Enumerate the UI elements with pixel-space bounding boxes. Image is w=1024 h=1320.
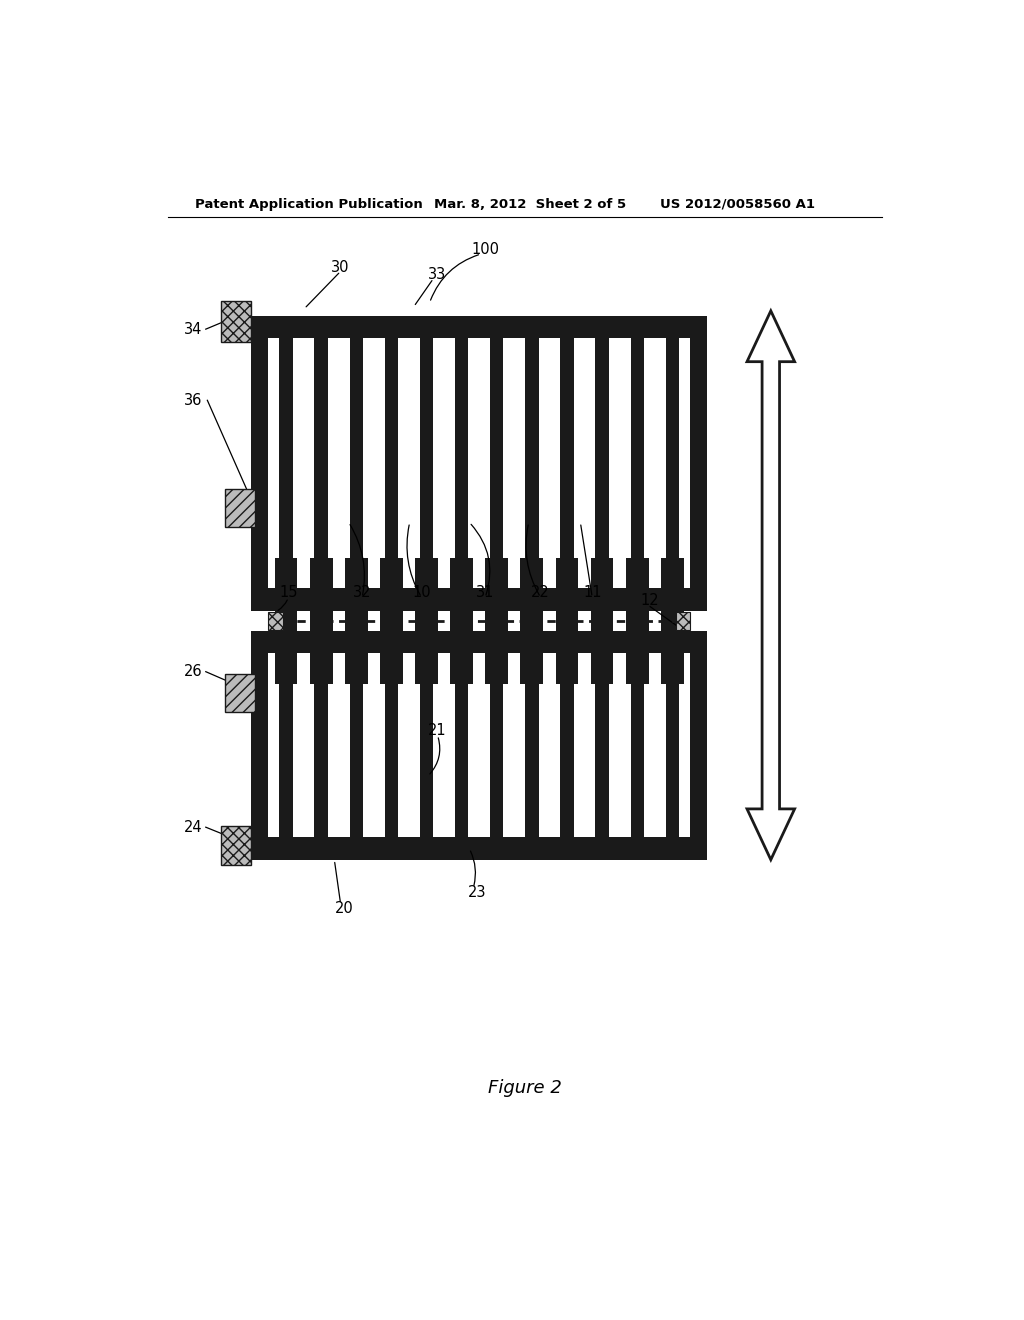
Bar (490, 684, 504, 837)
Bar (420, 684, 433, 837)
Bar (676, 611, 690, 630)
Bar (520, 618, 544, 684)
Bar (314, 338, 328, 558)
Bar (314, 684, 328, 837)
Bar (666, 338, 679, 558)
Bar (251, 631, 708, 653)
Bar (560, 684, 573, 837)
Text: 26: 26 (183, 664, 203, 680)
Bar (626, 618, 648, 684)
Bar (631, 684, 644, 837)
Text: 23: 23 (468, 884, 486, 900)
Bar (666, 684, 679, 837)
Bar (455, 338, 468, 558)
Bar (626, 558, 648, 624)
Text: 31: 31 (476, 585, 495, 599)
Bar (690, 315, 708, 611)
Bar (451, 558, 473, 624)
Text: 34: 34 (184, 322, 203, 337)
Text: 12: 12 (641, 593, 659, 609)
Text: 21: 21 (428, 722, 446, 738)
Text: 10: 10 (413, 585, 431, 599)
Text: 30: 30 (332, 260, 350, 275)
Bar (556, 618, 579, 684)
Bar (595, 684, 608, 837)
Bar (420, 338, 433, 558)
Bar (309, 618, 333, 684)
Bar (225, 488, 255, 528)
Bar (251, 315, 268, 611)
Bar (490, 338, 504, 558)
Bar (520, 558, 544, 624)
Bar (345, 558, 368, 624)
Text: US 2012/0058560 A1: US 2012/0058560 A1 (659, 198, 815, 211)
Bar (591, 558, 613, 624)
Text: 36: 36 (184, 393, 203, 408)
Bar (280, 684, 293, 837)
Bar (451, 618, 473, 684)
Bar (660, 618, 684, 684)
Bar (556, 558, 579, 624)
Bar (385, 338, 398, 558)
Bar (251, 837, 708, 859)
Text: 24: 24 (183, 820, 203, 834)
Bar (415, 558, 438, 624)
Text: 20: 20 (335, 902, 353, 916)
Bar (660, 558, 684, 624)
Text: 33: 33 (428, 267, 446, 281)
Bar (525, 338, 539, 558)
Bar (274, 618, 297, 684)
Bar (631, 338, 644, 558)
Bar (415, 618, 438, 684)
Text: 11: 11 (583, 585, 601, 599)
Bar (274, 558, 297, 624)
Bar (591, 618, 613, 684)
Bar (280, 338, 293, 558)
Text: 15: 15 (280, 585, 298, 599)
Bar (309, 558, 333, 624)
Bar (525, 684, 539, 837)
Text: 100: 100 (471, 243, 499, 257)
Bar (221, 301, 251, 342)
Bar (380, 558, 402, 624)
Bar (349, 338, 362, 558)
Bar (485, 558, 508, 624)
Text: Mar. 8, 2012  Sheet 2 of 5: Mar. 8, 2012 Sheet 2 of 5 (433, 198, 626, 211)
Bar (221, 826, 251, 865)
Bar (385, 684, 398, 837)
Text: 22: 22 (531, 585, 550, 599)
Bar (251, 315, 708, 338)
Polygon shape (748, 312, 795, 859)
Bar (251, 589, 708, 611)
Bar (345, 618, 368, 684)
Bar (595, 338, 608, 558)
Text: 32: 32 (353, 585, 372, 599)
Bar (380, 618, 402, 684)
Bar (690, 631, 708, 859)
Text: Patent Application Publication: Patent Application Publication (196, 198, 423, 211)
Bar (455, 684, 468, 837)
Bar (268, 611, 283, 630)
Bar (251, 631, 268, 859)
Bar (560, 338, 573, 558)
Text: Figure 2: Figure 2 (487, 1080, 562, 1097)
Bar (225, 673, 255, 713)
Bar (349, 684, 362, 837)
Bar (485, 618, 508, 684)
